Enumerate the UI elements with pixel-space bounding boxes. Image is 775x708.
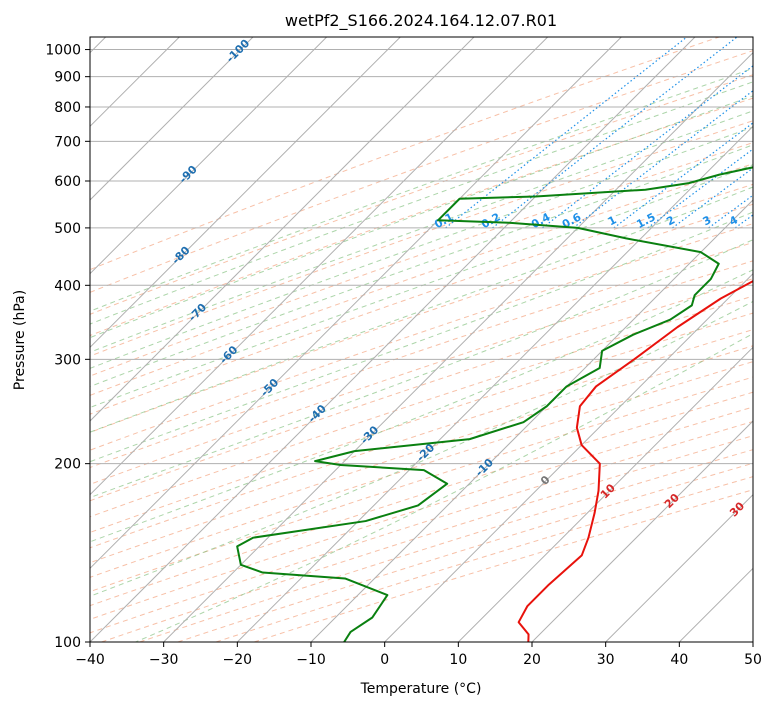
y-tick-label: 100 xyxy=(54,635,81,651)
y-tick-label: 200 xyxy=(54,457,81,473)
x-tick-label: −10 xyxy=(296,652,326,668)
x-tick-label: 0 xyxy=(380,652,389,668)
isotherm-line xyxy=(457,346,753,642)
moist-adiabat-line xyxy=(90,126,753,369)
isotherm-line xyxy=(236,125,753,642)
x-tick-label: −20 xyxy=(223,652,253,668)
pressure-grid xyxy=(90,49,753,642)
isotherm-line xyxy=(90,37,696,642)
dry-adiabat-line xyxy=(90,183,753,415)
chart-title: wetPf2_S166.2024.164.12.07.R01 xyxy=(285,11,557,31)
isotherm-line xyxy=(90,37,401,349)
isotherm-line xyxy=(605,493,753,642)
isotherm-line xyxy=(90,37,475,422)
dry-adiabat-line xyxy=(90,241,753,469)
y-tick-label: 900 xyxy=(54,70,81,86)
moist-adiabat-line xyxy=(90,300,753,597)
mixing-ratio-line xyxy=(572,89,753,229)
y-tick-label: 400 xyxy=(54,278,81,294)
x-tick-label: 50 xyxy=(744,652,762,668)
dry-adiabat-line xyxy=(139,449,753,642)
isotherm-line xyxy=(90,37,622,570)
moist-adiabat-line xyxy=(90,269,753,543)
y-tick-label: 700 xyxy=(54,134,81,150)
dry-adiabat-line xyxy=(90,312,753,533)
axis-ticks: −40 −30 −20 −10 0 10 20 30 40 50 100 200 300 400 500 60… xyxy=(45,43,762,668)
dry-adiabat-line xyxy=(90,142,753,377)
x-tick-label: 30 xyxy=(597,652,615,668)
x-tick-label: 20 xyxy=(523,652,541,668)
y-tick-label: 300 xyxy=(54,352,81,368)
isotherm-line xyxy=(90,37,328,275)
dry-adiabat-line xyxy=(90,278,753,502)
background-lines xyxy=(90,37,753,642)
dewpoint-line xyxy=(236,166,753,642)
temperature-line xyxy=(517,280,753,642)
x-tick-label: −40 xyxy=(75,652,105,668)
mixing-ratio-line xyxy=(672,167,753,229)
isotherm-line xyxy=(310,199,753,642)
isotherm-line xyxy=(531,420,753,642)
y-axis-label: Pressure (hPa) xyxy=(12,290,28,390)
isotherm-line xyxy=(384,272,753,642)
mixing-ratio-line xyxy=(445,37,688,229)
y-tick-label: 600 xyxy=(54,174,81,190)
mixing-ratio-line xyxy=(542,65,753,229)
x-axis-label: Temperature (°C) xyxy=(360,681,482,697)
dry-adiabat-line xyxy=(215,476,753,642)
dry-adiabat-line xyxy=(90,223,753,451)
isotherm-line xyxy=(163,51,753,642)
isotherm-line xyxy=(90,37,549,496)
dry-adiabat-line xyxy=(90,361,753,578)
dry-adiabat-line xyxy=(90,420,753,634)
y-tick-label: 500 xyxy=(54,221,81,237)
mixing-ratio-line xyxy=(647,148,753,229)
plot-frame xyxy=(89,36,754,643)
dry-adiabat-line xyxy=(90,329,753,549)
x-tick-label: −30 xyxy=(149,652,179,668)
y-tick-label: 800 xyxy=(54,100,81,116)
moist-adiabat-line xyxy=(90,81,753,325)
dry-adiabat-line xyxy=(90,391,753,607)
moist-adiabat-line xyxy=(90,110,753,353)
y-tick-label: 1000 xyxy=(45,43,81,59)
isotherm-line xyxy=(90,37,254,201)
series-lines xyxy=(236,166,753,642)
x-tick-label: 40 xyxy=(670,652,688,668)
mixing-ratio-line xyxy=(613,122,753,229)
x-tick-label: 10 xyxy=(449,652,467,668)
